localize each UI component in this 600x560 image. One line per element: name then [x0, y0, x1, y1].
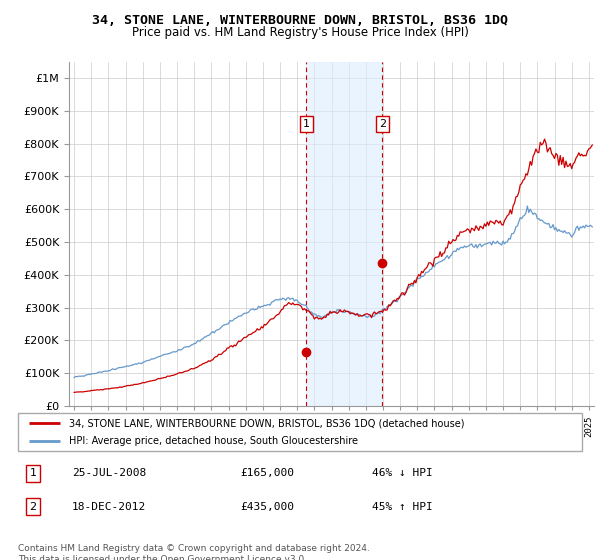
Text: 46% ↓ HPI: 46% ↓ HPI [372, 468, 433, 478]
Text: 45% ↑ HPI: 45% ↑ HPI [372, 502, 433, 512]
Text: 2: 2 [29, 502, 37, 512]
Text: 1: 1 [303, 119, 310, 129]
Text: Contains HM Land Registry data © Crown copyright and database right 2024.
This d: Contains HM Land Registry data © Crown c… [18, 544, 370, 560]
FancyBboxPatch shape [18, 413, 582, 451]
Text: Price paid vs. HM Land Registry's House Price Index (HPI): Price paid vs. HM Land Registry's House … [131, 26, 469, 39]
Text: 25-JUL-2008: 25-JUL-2008 [72, 468, 146, 478]
Text: 1: 1 [29, 468, 37, 478]
Text: 34, STONE LANE, WINTERBOURNE DOWN, BRISTOL, BS36 1DQ (detached house): 34, STONE LANE, WINTERBOURNE DOWN, BRIST… [69, 418, 464, 428]
Text: 2: 2 [379, 119, 386, 129]
Bar [307, 62, 382, 406]
Text: 34, STONE LANE, WINTERBOURNE DOWN, BRISTOL, BS36 1DQ: 34, STONE LANE, WINTERBOURNE DOWN, BRIST… [92, 14, 508, 27]
Text: £435,000: £435,000 [240, 502, 294, 512]
Text: HPI: Average price, detached house, South Gloucestershire: HPI: Average price, detached house, Sout… [69, 436, 358, 446]
Text: 18-DEC-2012: 18-DEC-2012 [72, 502, 146, 512]
Text: £165,000: £165,000 [240, 468, 294, 478]
